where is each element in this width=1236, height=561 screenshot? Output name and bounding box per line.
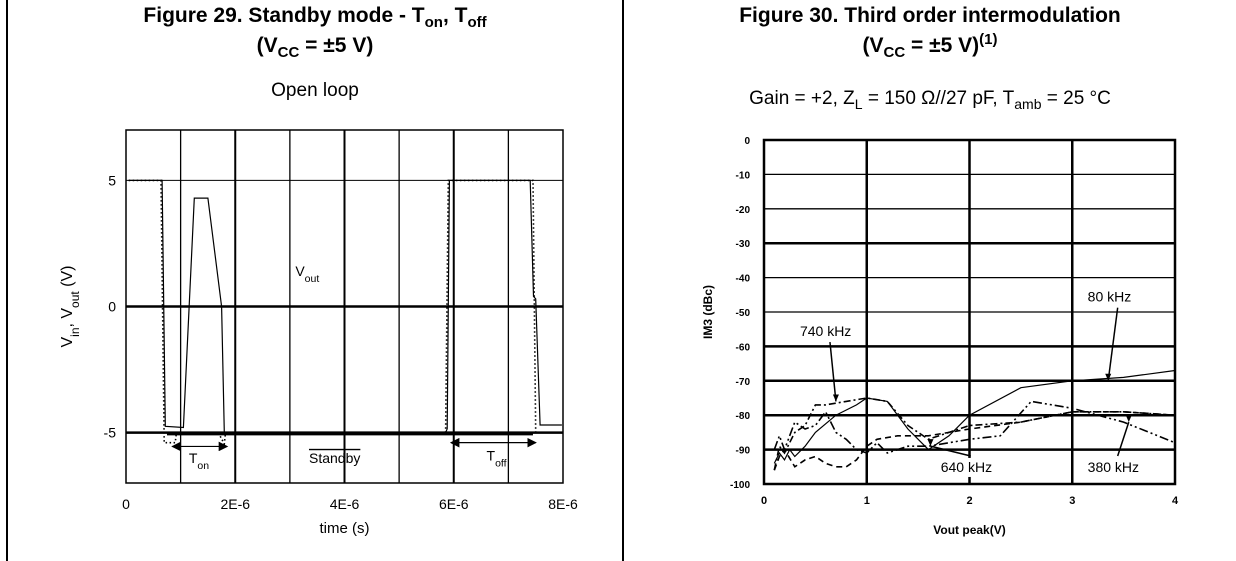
- y-tick-label: -80: [736, 411, 751, 422]
- annotation-label: Standby: [309, 450, 360, 466]
- y-tick-label: 5: [108, 172, 116, 188]
- y-tick-label: -70: [736, 377, 751, 388]
- series-line-640-khz: [773, 411, 1176, 471]
- label-pointer-head: [832, 394, 839, 402]
- left-border: [6, 0, 8, 561]
- series-label: 80 kHz: [1088, 289, 1132, 305]
- annotation-label: Ton: [189, 450, 209, 472]
- x-tick-label: 0: [122, 496, 130, 512]
- x-axis-label: Vout peak(V): [933, 523, 1005, 537]
- y-tick-label: -10: [736, 170, 751, 181]
- label-background: [1084, 287, 1147, 307]
- figure-30-subtitle: Gain = +2, ZL = 150 Ω//27 pF, Tamb = 25 …: [749, 88, 1111, 112]
- series-label: 640 kHz: [941, 459, 992, 475]
- label-pointer-head: [1125, 415, 1132, 423]
- y-tick-label: -90: [736, 446, 751, 457]
- y-tick-label: -30: [736, 239, 751, 250]
- label-pointer: [930, 445, 971, 457]
- y-tick-label: -60: [736, 342, 751, 353]
- x-axis-label: time (s): [320, 520, 370, 537]
- label-background: [1084, 457, 1147, 477]
- y-tick-label: -20: [736, 205, 751, 216]
- y-tick-label: 0: [744, 136, 750, 147]
- label-pointer-head: [927, 439, 934, 447]
- y-axis-label: IM3 (dBc): [701, 285, 715, 339]
- label-background: [796, 322, 859, 342]
- x-tick-label: 3: [1069, 495, 1075, 507]
- x-tick-label: 8E-6: [548, 496, 578, 512]
- figure-30-panel: Figure 30. Third order intermodulation (…: [624, 0, 1236, 561]
- x-tick-label: 2E-6: [220, 496, 250, 512]
- x-tick-label: 6E-6: [439, 496, 469, 512]
- annotation-label: Vout: [295, 263, 319, 285]
- series-label: 740 kHz: [800, 323, 851, 339]
- y-axis-label: Vin, Vout (V): [59, 265, 82, 347]
- figure-29-subtitle: Open loop: [271, 80, 359, 101]
- figure-30-title: Figure 30. Third order intermodulation: [739, 4, 1121, 27]
- label-pointer: [1107, 307, 1119, 381]
- y-tick-label: -50: [736, 308, 751, 319]
- series-line-80-khz: [773, 369, 1176, 464]
- x-tick-label: 4E-6: [330, 496, 360, 512]
- figure-29-panel: Figure 29. Standby mode - Ton, Toff (VCC…: [8, 0, 622, 561]
- label-background: [937, 457, 1000, 477]
- x-tick-label: 1: [864, 495, 870, 507]
- label-pointer: [1116, 421, 1130, 457]
- y-tick-label: -5: [104, 425, 117, 441]
- figure-29-title: Figure 29. Standby mode - Ton, Toff: [143, 4, 487, 32]
- series-line-380-khz: [773, 400, 1176, 454]
- x-tick-label: 0: [761, 495, 767, 507]
- annotation-label: Toff: [487, 447, 507, 469]
- series-line-740-khz: [773, 397, 1176, 471]
- figure-30-title-line2: (VCC = ±5 V)(1): [862, 31, 998, 62]
- series-line-vout: [128, 179, 562, 434]
- x-tick-label: 2: [966, 495, 972, 507]
- label-pointer: [829, 342, 837, 402]
- figure-29-title-line2: (VCC = ±5 V): [256, 34, 374, 62]
- x-tick-label: 4: [1172, 495, 1179, 507]
- y-tick-label: -100: [730, 480, 750, 491]
- y-tick-label: 0: [108, 299, 116, 315]
- y-tick-label: -40: [736, 274, 751, 285]
- series-label: 380 kHz: [1088, 459, 1139, 475]
- label-pointer-head: [1105, 373, 1112, 381]
- center-divider: [622, 0, 624, 561]
